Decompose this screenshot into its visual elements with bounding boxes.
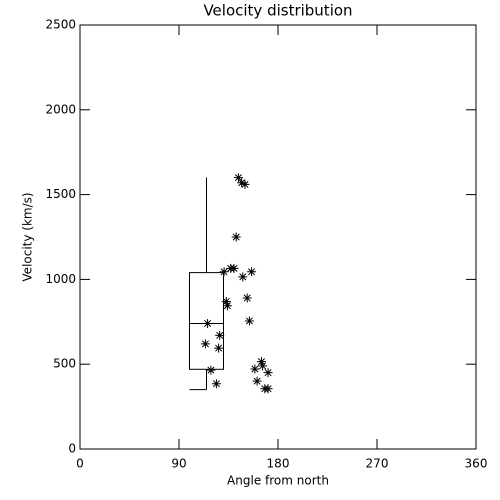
point [221, 296, 231, 306]
point [231, 232, 241, 242]
point [247, 267, 257, 277]
point [211, 379, 221, 389]
y-tick-label: 500 [53, 357, 76, 371]
point [237, 178, 247, 188]
point [233, 173, 243, 183]
point [252, 376, 262, 386]
point [257, 357, 266, 367]
point [215, 330, 225, 340]
plot-frame [79, 24, 477, 450]
point [214, 343, 224, 353]
point [258, 361, 268, 371]
x-tick-label: 90 [171, 457, 186, 471]
point [222, 301, 232, 311]
point [263, 384, 273, 394]
x-tick-label: 0 [76, 457, 84, 471]
y-tick-label: 1500 [45, 187, 76, 201]
point [229, 263, 239, 273]
y-tick-label: 2000 [45, 102, 76, 116]
point [242, 293, 252, 303]
x-tick-label: 180 [267, 457, 290, 471]
x-axis-label: Angle from north [227, 474, 329, 488]
y-tick-label: 1000 [45, 272, 76, 286]
point [206, 365, 216, 375]
box [189, 272, 224, 370]
chart-title: Velocity distribution [203, 2, 352, 20]
x-tick-label: 360 [465, 457, 488, 471]
x-tick-label: 270 [366, 457, 389, 471]
y-axis-label: Velocity (km/s) [21, 192, 35, 281]
y-tick-label: 0 [68, 442, 76, 456]
y-tick-label: 2500 [45, 18, 76, 32]
point [263, 368, 273, 378]
point [250, 364, 260, 374]
point [219, 267, 229, 277]
point [203, 318, 213, 328]
point [244, 316, 254, 326]
point [238, 272, 248, 282]
point [200, 339, 210, 349]
point [240, 179, 250, 189]
